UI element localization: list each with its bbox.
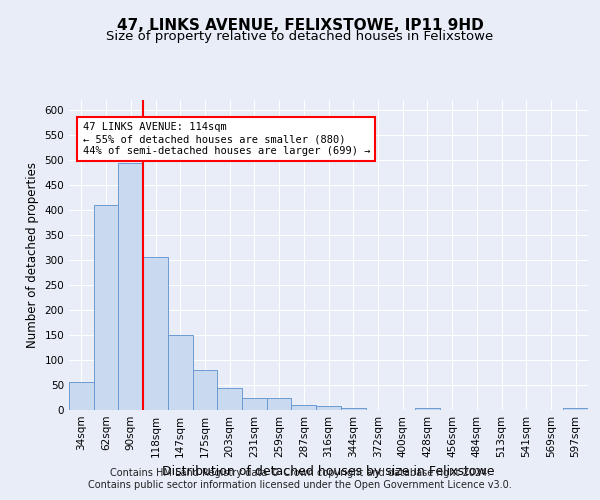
Text: Contains HM Land Registry data © Crown copyright and database right 2024.: Contains HM Land Registry data © Crown c…	[110, 468, 490, 477]
Bar	[143, 256, 168, 410]
X-axis label: Distribution of detached houses by size in Felixstowe: Distribution of detached houses by size …	[162, 466, 495, 478]
Bar	[118, 162, 143, 410]
Bar	[193, 370, 217, 410]
Bar	[94, 205, 118, 410]
Bar	[217, 388, 242, 410]
Text: 47, LINKS AVENUE, FELIXSTOWE, IP11 9HD: 47, LINKS AVENUE, FELIXSTOWE, IP11 9HD	[116, 18, 484, 32]
Y-axis label: Number of detached properties: Number of detached properties	[26, 162, 39, 348]
Bar	[341, 408, 365, 410]
Bar	[168, 335, 193, 410]
Text: 47 LINKS AVENUE: 114sqm
← 55% of detached houses are smaller (880)
44% of semi-d: 47 LINKS AVENUE: 114sqm ← 55% of detache…	[83, 122, 370, 156]
Bar	[242, 398, 267, 410]
Bar	[69, 382, 94, 410]
Text: Size of property relative to detached houses in Felixstowe: Size of property relative to detached ho…	[106, 30, 494, 43]
Bar	[415, 408, 440, 410]
Bar	[267, 398, 292, 410]
Bar	[563, 408, 588, 410]
Text: Contains public sector information licensed under the Open Government Licence v3: Contains public sector information licen…	[88, 480, 512, 490]
Bar	[316, 406, 341, 410]
Bar	[292, 405, 316, 410]
